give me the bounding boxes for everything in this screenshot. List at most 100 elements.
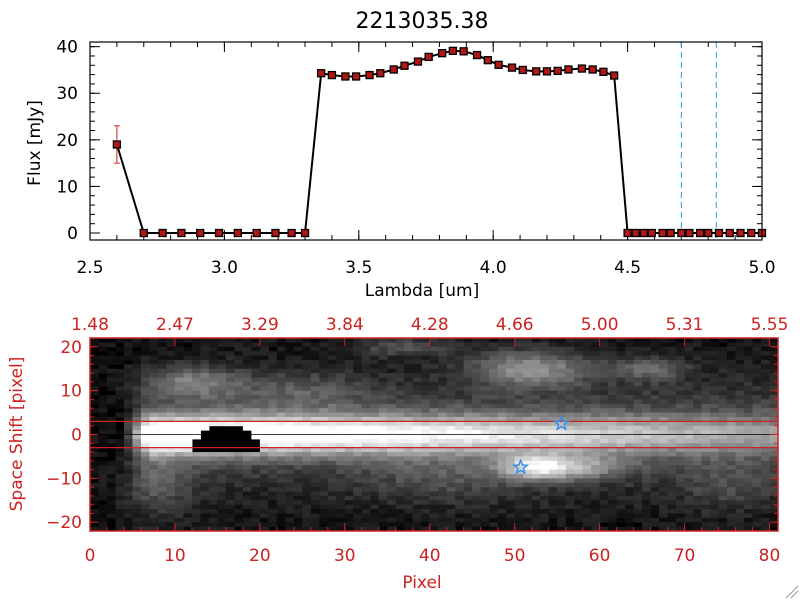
- image-pixel: [574, 359, 584, 365]
- image-pixel: [208, 395, 218, 400]
- image-pixel: [769, 425, 779, 431]
- image-pixel: [336, 495, 346, 501]
- image-pixel: [174, 386, 184, 392]
- image-pixel: [115, 359, 125, 365]
- image-pixel: [693, 355, 703, 361]
- image-pixel: [157, 513, 167, 519]
- image-pixel: [710, 408, 720, 414]
- image-pixel: [387, 403, 397, 409]
- image-pixel: [642, 368, 652, 374]
- image-pixel: [659, 447, 669, 453]
- image-pixel: [438, 364, 448, 370]
- image-pixel: [693, 469, 703, 475]
- image-pixel: [421, 487, 431, 493]
- image-pixel: [667, 495, 677, 501]
- image-pixel: [438, 408, 448, 414]
- image-pixel: [276, 473, 286, 479]
- image-pixel: [361, 482, 371, 488]
- image-pixel: [302, 351, 312, 357]
- image-pixel: [378, 351, 388, 357]
- image-pixel: [616, 526, 626, 532]
- image-pixel: [557, 412, 567, 418]
- image-pixel: [438, 526, 448, 532]
- image-pixel: [633, 478, 643, 484]
- image-pixel: [319, 338, 329, 343]
- image-pixel: [599, 412, 609, 418]
- image-pixel: [429, 447, 439, 453]
- image-pixel: [174, 504, 184, 510]
- image-pixel: [157, 430, 167, 435]
- image-pixel: [90, 381, 99, 387]
- image-pixel: [727, 434, 737, 440]
- image-pixel: [310, 381, 320, 387]
- image-pixel: [446, 408, 456, 414]
- image-pixel: [353, 390, 363, 396]
- image-pixel: [157, 443, 167, 449]
- image-pixel: [387, 368, 397, 374]
- image-pixel: [735, 509, 745, 514]
- image-pixel: [523, 430, 533, 435]
- image-pixel: [633, 351, 643, 357]
- image-pixel: [642, 473, 652, 479]
- image-pixel: [531, 346, 541, 352]
- image-pixel: [633, 377, 643, 383]
- image-pixel: [353, 491, 363, 497]
- image-pixel: [557, 355, 567, 361]
- image-pixel: [208, 359, 218, 365]
- image-pixel: [446, 513, 456, 519]
- image-pixel: [157, 500, 167, 506]
- image-pixel: [344, 495, 354, 501]
- image-pixel: [684, 386, 694, 392]
- image-pixel: [574, 469, 584, 475]
- image-pixel: [506, 355, 516, 361]
- image-pixel: [676, 473, 686, 479]
- image-pixel: [523, 526, 533, 532]
- image-pixel: [259, 482, 269, 488]
- image-pixel: [217, 416, 227, 422]
- image-pixel: [412, 500, 422, 506]
- image-pixel: [667, 465, 677, 471]
- image-pixel: [667, 359, 677, 365]
- image-pixel: [489, 373, 499, 378]
- image-pixel: [140, 465, 150, 471]
- image-pixel: [157, 412, 167, 418]
- image-pixel: [633, 421, 643, 427]
- image-pixel: [200, 412, 210, 418]
- image-pixel: [582, 447, 592, 453]
- image-pixel: [557, 399, 567, 405]
- image-pixel: [523, 438, 533, 444]
- image-pixel: [285, 473, 295, 479]
- image-pixel: [132, 390, 142, 396]
- image-pixel: [259, 425, 269, 431]
- image-pixel: [276, 460, 286, 466]
- image-pixel: [123, 408, 133, 414]
- image-pixel: [276, 491, 286, 497]
- image-pixel: [412, 338, 422, 343]
- image-pixel: [574, 495, 584, 501]
- image-pixel: [659, 390, 669, 396]
- image-pixel: [446, 473, 456, 479]
- image-pixel: [752, 482, 762, 488]
- image-pixel: [251, 381, 261, 387]
- image-pixel: [166, 430, 176, 435]
- image-pixel: [259, 491, 269, 497]
- resize-grip-icon[interactable]: [785, 585, 799, 599]
- image-pixel: [242, 416, 252, 422]
- image-pixel: [633, 469, 643, 475]
- image-pixel: [659, 478, 669, 484]
- image-pixel: [191, 412, 201, 418]
- image-pixel: [395, 465, 405, 471]
- image-pixel: [157, 355, 167, 361]
- image-pixel: [506, 338, 516, 343]
- image-pixel: [735, 434, 745, 440]
- image-pixel: [361, 395, 371, 400]
- image-pixel: [90, 452, 99, 457]
- image-pixel: [523, 368, 533, 374]
- image-pixel: [548, 522, 558, 528]
- image-pixel: [531, 351, 541, 357]
- image-pixel: [599, 346, 609, 352]
- image-pixel: [557, 403, 567, 409]
- image-pixel: [506, 403, 516, 409]
- image-pixel: [497, 500, 507, 506]
- image-pixel: [353, 346, 363, 352]
